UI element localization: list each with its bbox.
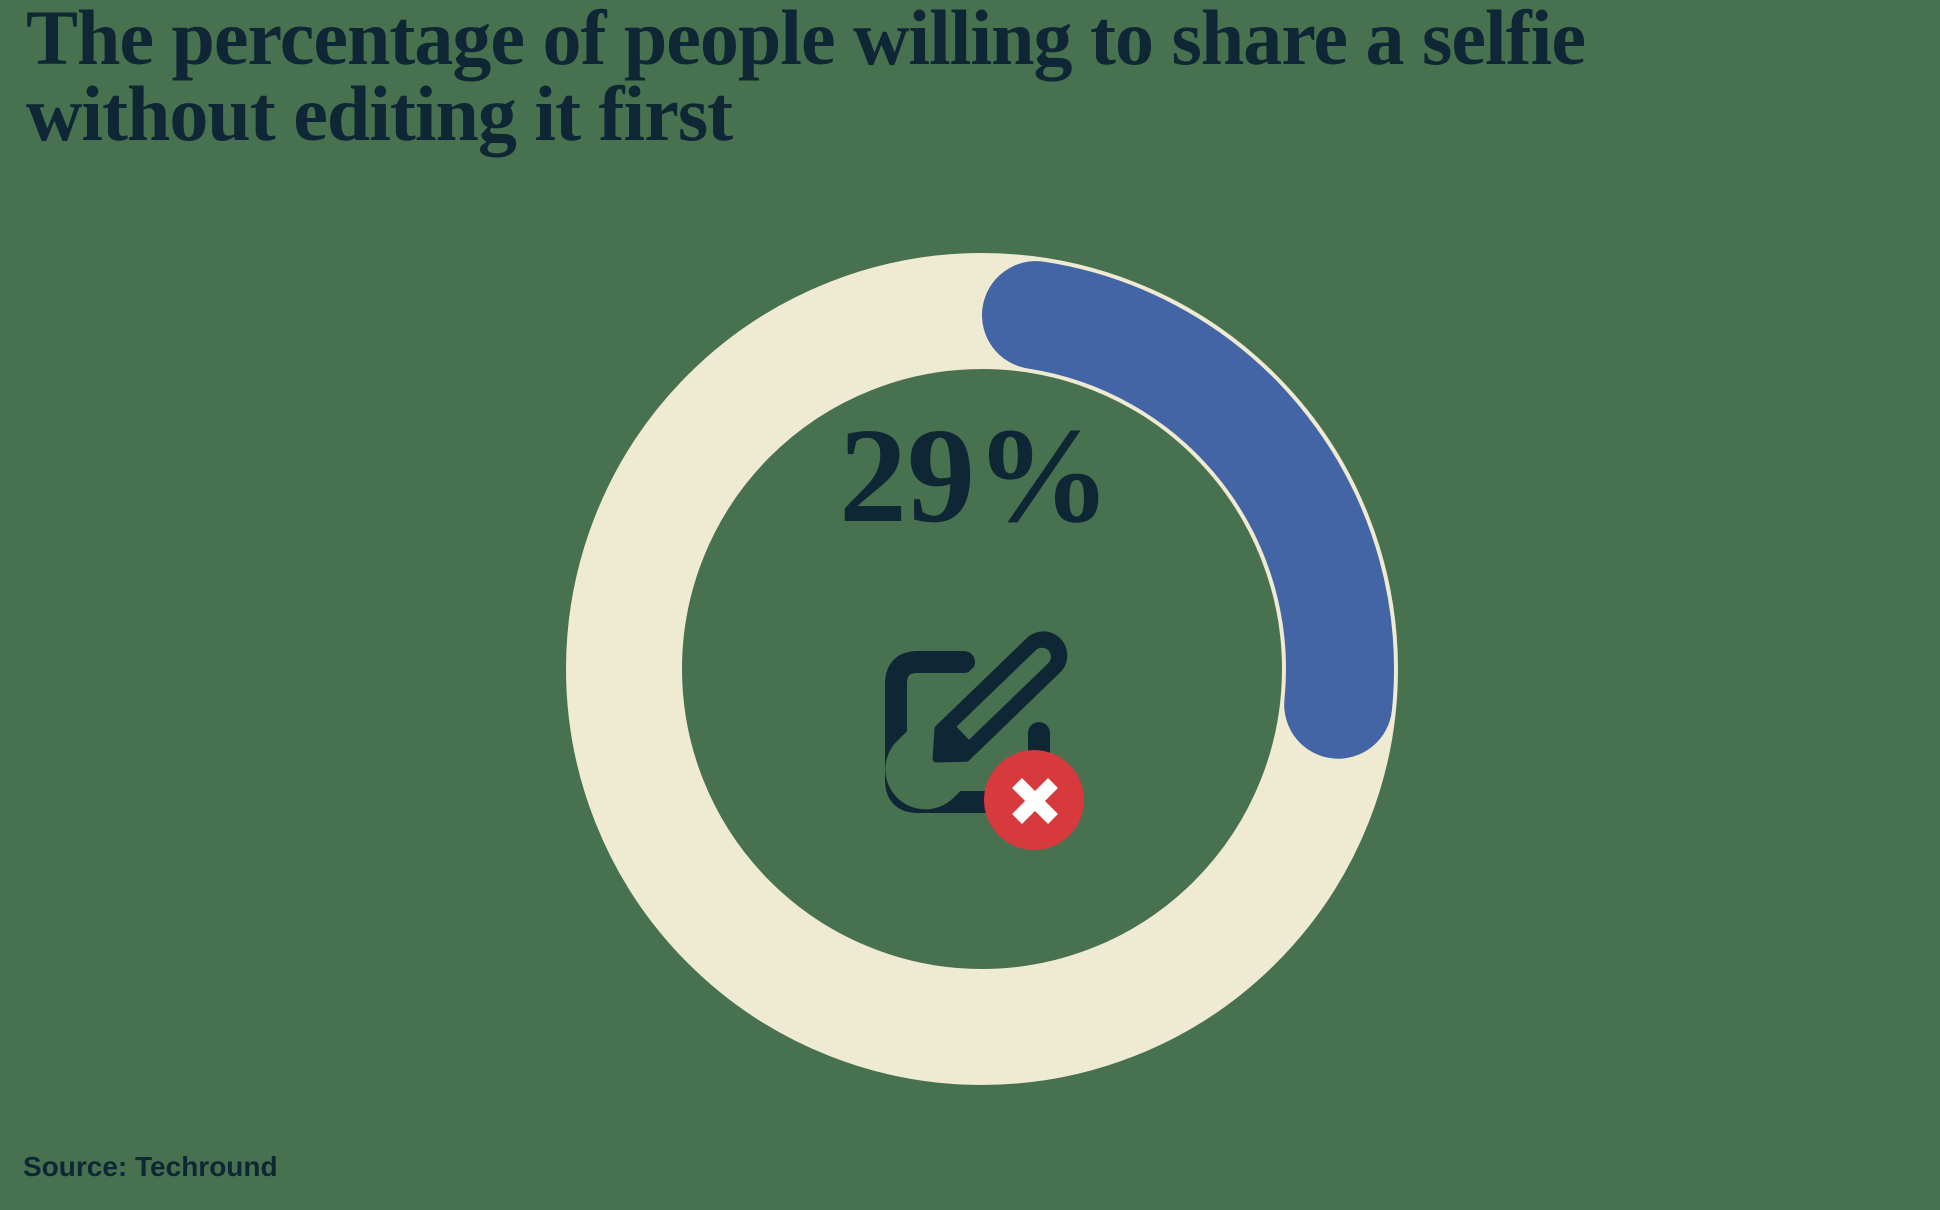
source-attribution: Source: Techround [23,1151,278,1182]
edit-selfie-icon [885,586,1114,850]
chart-title-line1: The percentage of people willing to shar… [26,0,1586,81]
chart-title: The percentage of people willing to shar… [26,0,1586,157]
donut-value-arc [982,261,1394,759]
cross-badge [984,750,1084,850]
chart-title-line2: without editing it first [26,70,733,157]
x-icon [1012,778,1058,824]
pencil-tip [932,727,968,763]
donut-center-label: 29% [839,401,1111,551]
pencil-inner-slot [956,647,1051,740]
pencil-icon [885,586,1114,810]
